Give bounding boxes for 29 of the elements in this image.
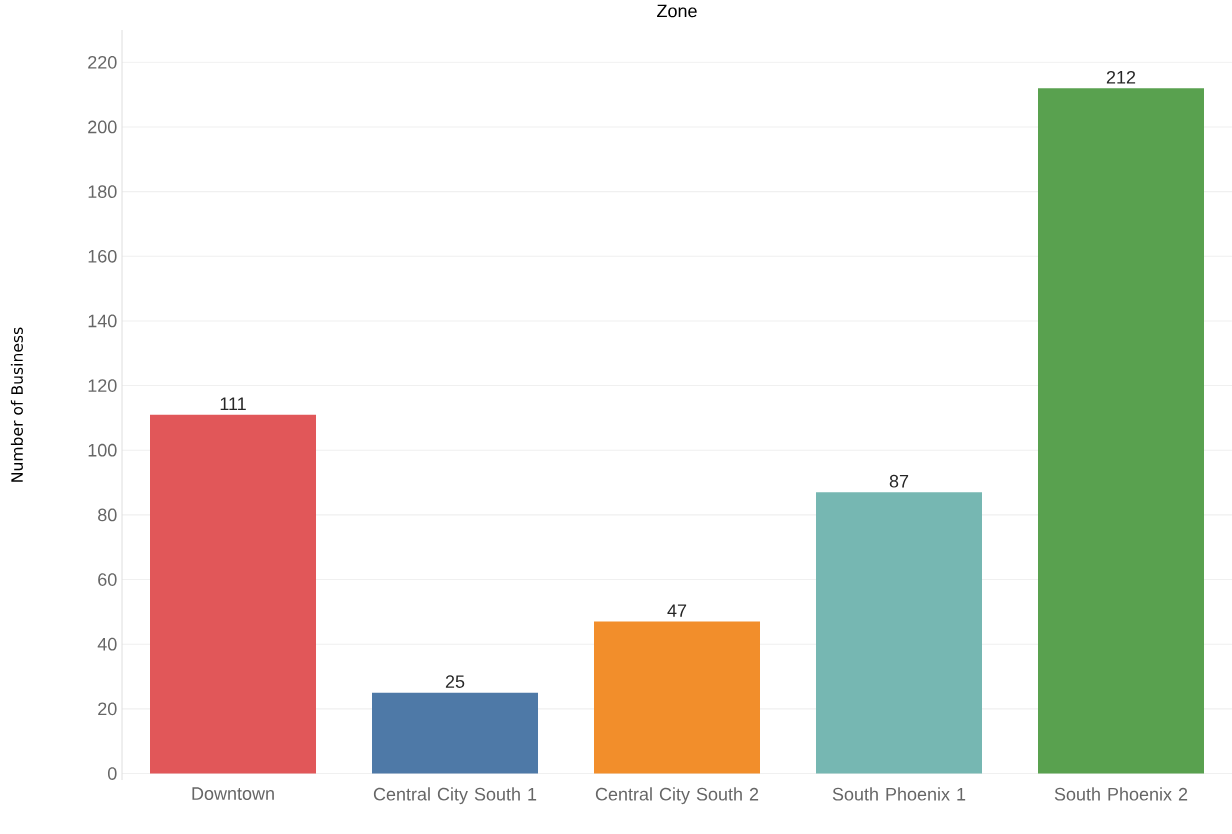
y-tick-label: 140 [88, 314, 117, 328]
y-tick-label: 60 [98, 573, 117, 586]
y-tick-label: 100 [88, 443, 117, 457]
bar [594, 621, 760, 774]
bar [1038, 88, 1204, 774]
data-label: 47 [667, 604, 687, 617]
data-label: 212 [1106, 70, 1136, 84]
y-tick-label: 120 [88, 379, 117, 392]
x-tick-label: Downtown [192, 787, 274, 800]
x-tick-label: Central City South 2 [595, 787, 759, 805]
y-tick-label: 40 [97, 637, 117, 651]
x-tick-label: South Phoenix 2 [1054, 787, 1188, 801]
bar [372, 692, 538, 774]
y-tick-label: 200 [88, 120, 117, 134]
data-label: 111 [220, 397, 246, 410]
y-tick-label: 80 [98, 508, 117, 522]
y-tick-label: 160 [88, 249, 117, 263]
y-tick-label: 220 [88, 55, 117, 69]
x-tick-label: South Phoenix 1 [832, 787, 966, 801]
chart-title: Zone [657, 4, 697, 18]
y-tick-label: 180 [88, 185, 117, 198]
y-axis-title: Number of Business [10, 327, 23, 482]
bar [816, 492, 982, 774]
y-tick-label: 0 [107, 767, 117, 780]
x-tick-label: Central City South 1 [373, 787, 537, 805]
y-tick-label: 20 [98, 702, 117, 716]
bar [150, 414, 317, 774]
data-label: 25 [445, 675, 465, 688]
data-label: 87 [889, 474, 909, 488]
